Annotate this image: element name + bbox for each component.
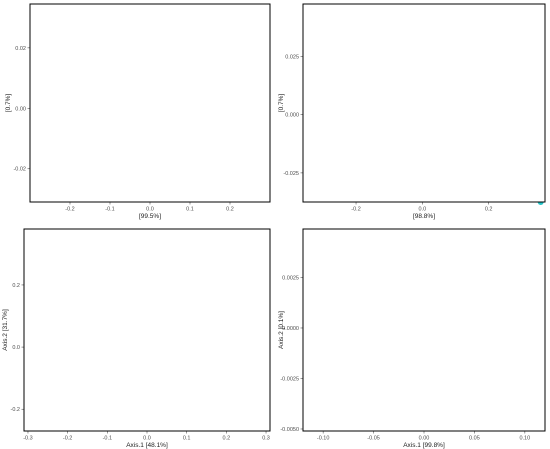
y-axis-label: [0.7%] <box>5 94 12 113</box>
x-tick-label: -0.1 <box>103 436 112 442</box>
chart-panel-bottom-left: -0.3 -0.2 -0.1 0.0 0.1 0.2 0.3 -0.2 0.0 0.2 Axis.1… <box>2 228 271 449</box>
x-tick-label: 0.00 <box>419 436 430 442</box>
y-tick-label: 0.025 <box>285 54 299 60</box>
y-tick-label: 0.0000 <box>282 326 299 332</box>
x-tick-label: 0.0 <box>143 436 151 442</box>
y-axis-label: Axis.2 [0.1%] <box>278 311 285 349</box>
y-tick-label: 0.0 <box>12 345 20 351</box>
y-tick-label: 0.02 <box>15 46 26 52</box>
x-tick-label: 0.3 <box>262 436 270 442</box>
x-tick-label: 0.2 <box>223 436 231 442</box>
chart-panel-top-right: -0.2 0.0 0.2 -0.025 0.000 0.025 [98.8%] [0.7%] <box>278 3 546 220</box>
x-tick-label: 0.0 <box>146 207 154 213</box>
panel-border <box>29 3 271 203</box>
y-tick-label: -0.02 <box>13 167 26 173</box>
x-axis-label: [99.5%] <box>139 213 161 220</box>
x-axis-label: Axis.1 [99.8%] <box>403 442 445 449</box>
chart-panel-top-left: -0.2 -0.1 0.0 0.1 0.2 -0.02 0.00 0.02 [99.5%] [0.… <box>5 3 271 220</box>
x-tick-label: -0.1 <box>105 207 114 213</box>
x-tick-label: -0.2 <box>351 207 360 213</box>
x-axis-label: [98.8%] <box>413 213 435 220</box>
y-tick-label: 0.0025 <box>282 275 299 281</box>
x-tick-label: -0.2 <box>65 207 74 213</box>
y-tick-label: 0.2 <box>12 283 20 289</box>
x-tick-label: 0.1 <box>186 207 194 213</box>
x-tick-label: 0.2 <box>485 207 493 213</box>
y-tick-label: -0.0025 <box>280 376 299 382</box>
y-axis-label: [0.7%] <box>278 94 285 113</box>
x-tick-label: 0.10 <box>519 436 530 442</box>
y-tick-label: -0.0050 <box>280 427 299 433</box>
chart-panel-bottom-right: -0.10 -0.05 0.00 0.05 0.10 -0.0050 -0.0025 0.00… <box>278 228 546 449</box>
y-tick-label: 0.00 <box>15 106 26 112</box>
x-tick-label: -0.10 <box>317 436 330 442</box>
panel-border <box>302 228 546 432</box>
panel-border <box>23 228 271 432</box>
panel-border <box>302 3 546 203</box>
x-tick-label: -0.05 <box>367 436 380 442</box>
x-tick-label: 0.2 <box>226 207 234 213</box>
x-tick-label: -0.3 <box>23 436 32 442</box>
x-tick-label: 0.05 <box>469 436 480 442</box>
y-tick-label: 0.000 <box>285 113 299 119</box>
y-tick-label: -0.2 <box>11 407 20 413</box>
x-tick-label: -0.2 <box>63 436 72 442</box>
x-axis-label: Axis.1 [48.1%] <box>126 442 168 449</box>
y-axis-label: Axis.2 [31.7%] <box>2 309 9 351</box>
y-tick-label: -0.025 <box>283 171 299 177</box>
x-tick-label: 0.0 <box>419 207 427 213</box>
x-tick-label: 0.1 <box>183 436 191 442</box>
